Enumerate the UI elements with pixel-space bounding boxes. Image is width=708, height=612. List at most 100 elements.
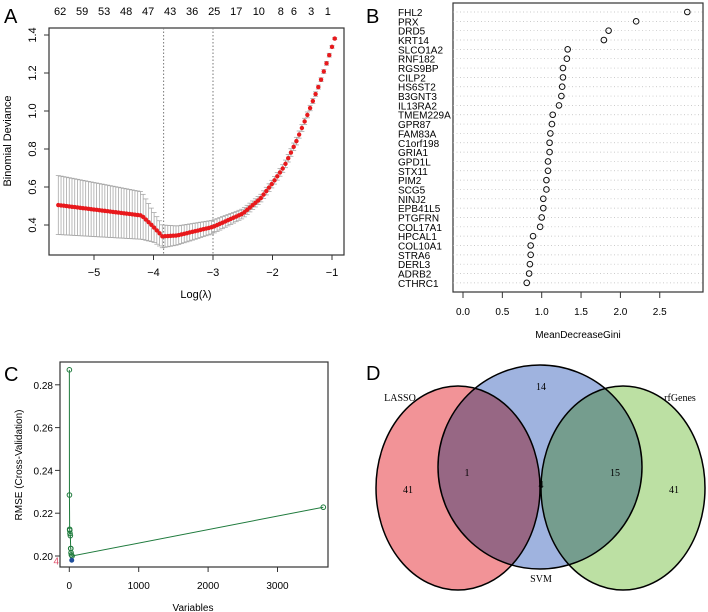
region-count-svm-rf: 15	[610, 468, 620, 479]
plot-frame	[48, 27, 345, 256]
gini-point	[559, 64, 567, 72]
gene-label: B3GNT3	[398, 92, 437, 103]
gene-label: DRD5	[398, 27, 426, 38]
deviance-point	[283, 161, 288, 167]
gene-label: COL10A1	[398, 242, 442, 253]
gene-label: FAM83A	[398, 129, 437, 140]
x-tick-label: 3000	[266, 581, 289, 592]
gene-label: RGS9BP	[398, 64, 439, 75]
region-count-lasso-svm: 1	[465, 468, 470, 479]
deviance-point	[288, 150, 294, 155]
top-axis-label: 8	[278, 6, 284, 18]
top-axis-label: 3	[308, 6, 314, 18]
gini-point	[527, 251, 534, 259]
y-axis-label: Binomial Deviance	[2, 95, 14, 186]
panel-label-b: B	[366, 6, 379, 28]
gene-label: COL17A1	[398, 223, 442, 234]
venn-fill-rfgenes	[541, 386, 705, 590]
gene-label: KRT14	[398, 36, 429, 47]
set-label: SVM	[530, 574, 552, 585]
gene-label: SCG5	[398, 185, 426, 196]
x-tick-label: 2.5	[653, 307, 667, 318]
gini-point	[527, 242, 534, 249]
y-tick-label: 1.4	[27, 27, 39, 42]
region-count-lasso-only: 41	[403, 485, 413, 496]
gini-point	[555, 102, 563, 109]
gini-point	[559, 74, 567, 81]
gini-point	[529, 232, 537, 240]
x-tick-label: 1000	[128, 581, 151, 592]
gene-label: CTHRC1	[398, 279, 439, 290]
deviance-point	[151, 225, 157, 230]
gini-point	[548, 120, 556, 128]
deviance-point	[291, 144, 296, 150]
deviance-point	[286, 155, 291, 161]
gini-point	[600, 36, 608, 44]
deviance-point	[261, 192, 266, 197]
deviance-point	[299, 125, 305, 131]
panel-c-rmse-plot: 0 1000 2000 3000 0.20 0.22 0.24 0.26 0.28 Variabl…	[14, 361, 329, 612]
rmse-point	[66, 527, 73, 534]
top-axis-label: 59	[76, 6, 88, 18]
gini-point	[563, 55, 571, 63]
gene-label: CILP2	[398, 73, 426, 84]
rmse-point	[320, 504, 327, 511]
deviance-point	[143, 217, 149, 222]
gene-label: GPR87	[398, 120, 431, 131]
x-tick-label: −4	[147, 267, 160, 279]
panel-a-lasso-plot: −5 −4 −3 −2 −1 0.4 0.6 0.8 1.0 1.2 1.4 62 59 53 48 47 43…	[2, 6, 345, 301]
gini-point	[544, 158, 552, 165]
gene-label: STRA6	[398, 251, 431, 262]
y-tick-label: 0.6	[27, 179, 39, 194]
deviance-point	[140, 214, 146, 220]
deviance-point	[269, 181, 274, 187]
y-tick-label: 0.28	[34, 381, 54, 392]
x-tick-label: 1.5	[574, 307, 588, 318]
venn-outline-lasso	[375, 385, 541, 591]
panel-d-venn: LASSO SVM rfGenes 41 14 41 1 15 4	[375, 364, 706, 591]
deviance-point	[316, 84, 321, 90]
x-tick-label: 0.0	[456, 307, 470, 318]
x-tick-label: 2.0	[613, 307, 627, 318]
x-tick-label: −1	[326, 267, 339, 279]
gene-label: IL13RA2	[398, 101, 437, 112]
top-axis-label: 6	[291, 6, 297, 18]
gene-label: GRIA1	[398, 148, 428, 159]
gene-label: TMEM229A	[398, 111, 451, 122]
deviance-point	[332, 36, 337, 41]
deviance-point	[305, 112, 310, 118]
gini-point	[544, 167, 552, 175]
panel-label-a: A	[4, 6, 18, 28]
panel-b-gini-dotplot: FHL2PRXDRD5KRT14SLCO1A2RNF182RGS9BPCILP2…	[398, 2, 704, 341]
deviance-point	[275, 174, 280, 179]
x-tick-label: −5	[88, 267, 101, 279]
gene-label: EPB41L5	[398, 204, 441, 215]
x-tick-label: 2000	[197, 581, 220, 592]
top-axis-label: 48	[120, 6, 132, 18]
gene-label: STX11	[398, 167, 428, 178]
gini-point	[539, 204, 547, 212]
gini-point	[632, 18, 640, 25]
gene-label: PTGFRN	[398, 213, 439, 224]
y-axis-label: RMSE (Cross-Validation)	[14, 410, 25, 521]
panel-label-c: C	[4, 364, 18, 386]
gini-point	[605, 27, 612, 34]
deviance-point	[313, 91, 318, 97]
gini-point	[558, 92, 565, 100]
gini-point	[549, 111, 557, 119]
y-tick-label: 1.0	[27, 103, 39, 118]
gene-label: HPCAL1	[398, 232, 437, 243]
gene-label: ADRB2	[398, 270, 432, 281]
gene-label: PRX	[398, 17, 419, 28]
top-axis-label: 36	[186, 6, 198, 18]
gene-label: DERL3	[398, 260, 431, 271]
panel-label-d: D	[366, 363, 380, 385]
x-axis-label: MeanDecreaseGini	[535, 330, 621, 341]
gene-label: GPD1L	[398, 157, 431, 168]
deviance-point	[324, 61, 329, 66]
set-label: rfGenes	[664, 393, 696, 404]
y-tick-label: 0.4	[27, 217, 39, 232]
gini-point	[526, 260, 534, 268]
deviance-point	[318, 77, 324, 82]
